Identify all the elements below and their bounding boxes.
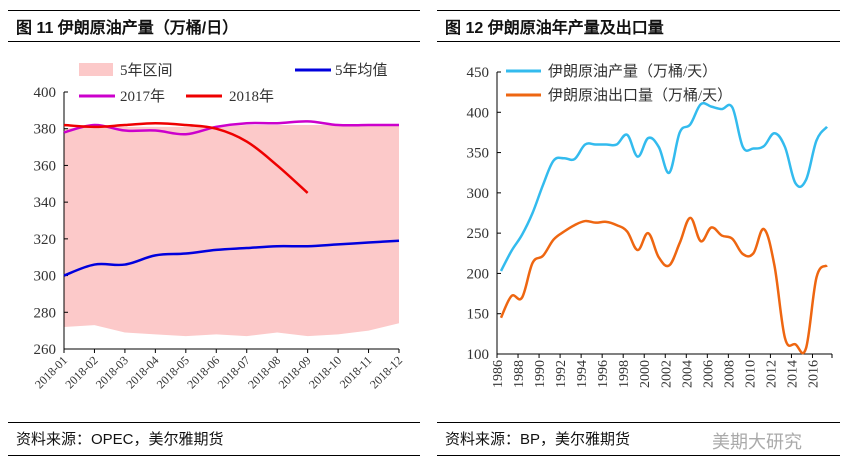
y-tick-label: 100: [467, 347, 490, 363]
y-tick-label: 200: [467, 266, 490, 282]
divider: [8, 41, 420, 42]
y-tick-label: 450: [467, 65, 490, 81]
y-tick-label: 340: [34, 195, 57, 211]
y-tick-label: 400: [467, 105, 490, 121]
x-tick-label: 2018-02: [62, 353, 100, 391]
x-tick-label: 2004: [680, 360, 695, 388]
series-line-2: [63, 121, 309, 194]
divider: [437, 41, 840, 42]
series-line-0: [499, 101, 828, 272]
divider: [8, 455, 420, 456]
x-tick-label: 2018-09: [276, 353, 314, 391]
legend-label: 伊朗原油出口量（万桶/天）: [548, 87, 732, 104]
y-tick-label: 350: [467, 146, 490, 162]
y-tick-label: 260: [34, 342, 57, 358]
left-chart-title: 图 11 伊朗原油产量（万桶/日）: [16, 20, 239, 37]
y-tick-label: 280: [34, 305, 57, 321]
x-tick-label: 2018-10: [306, 353, 344, 391]
x-tick-label: 2002: [659, 360, 674, 388]
x-tick-label: 2018-11: [337, 353, 375, 391]
x-tick-label: 1986: [491, 360, 506, 388]
x-tick-label: 2000: [638, 360, 653, 388]
divider: [437, 10, 840, 11]
legend-label: 5年区间: [120, 62, 173, 79]
x-tick-label: 1996: [596, 360, 611, 388]
divider: [437, 455, 840, 456]
x-tick-label: 2014: [785, 360, 800, 388]
legend-label: 伊朗原油产量（万桶/天）: [548, 63, 717, 80]
x-tick-label: 2010: [743, 360, 758, 388]
legend-label: 2017年: [120, 88, 165, 105]
left-source: 资料来源：OPEC，美尔雅期货: [16, 431, 224, 448]
right-chart-title: 图 12 伊朗原油年产量及出口量: [445, 20, 664, 37]
watermark: 美期大研究: [712, 432, 802, 452]
y-tick-label: 360: [34, 158, 57, 174]
legend-label: 5年均值: [335, 62, 388, 79]
legend-swatch-band: [79, 63, 113, 76]
divider: [437, 422, 840, 423]
series-line-1: [499, 216, 828, 355]
y-tick-label: 300: [467, 186, 490, 202]
series-line-0: [63, 239, 400, 277]
x-tick-label: 2018-06: [184, 353, 222, 391]
x-tick-label: 2008: [722, 360, 737, 388]
x-tick-label: 1992: [554, 360, 569, 388]
x-tick-label: 2018-03: [93, 353, 131, 391]
y-tick-label: 320: [34, 232, 57, 248]
y-tick-label: 150: [467, 307, 490, 323]
x-tick-label: 2018-04: [123, 353, 161, 391]
x-tick-label: 2012: [764, 360, 779, 388]
x-tick-label: 2018-01: [32, 353, 70, 391]
x-tick-label: 2016: [806, 360, 821, 388]
legend-label: 2018年: [229, 88, 274, 105]
y-tick-label: 380: [34, 122, 57, 138]
x-tick-label: 1994: [575, 360, 590, 388]
x-tick-label: 1998: [617, 360, 632, 388]
x-tick-label: 2018-07: [215, 353, 253, 391]
series-line-1: [63, 120, 399, 136]
x-tick-label: 1990: [533, 360, 548, 388]
divider: [8, 422, 420, 423]
y-tick-label: 400: [34, 85, 57, 101]
y-tick-label: 300: [34, 269, 57, 285]
x-tick-label: 2018-12: [367, 353, 405, 391]
x-tick-label: 2006: [701, 360, 716, 388]
right-source: 资料来源：BP，美尔雅期货: [445, 431, 631, 448]
x-tick-label: 2018-08: [245, 353, 283, 391]
band-5yr-range: [64, 125, 399, 337]
y-tick-label: 250: [467, 226, 490, 242]
x-tick-label: 1988: [512, 360, 527, 388]
divider: [8, 10, 420, 11]
x-tick-label: 2018-05: [154, 353, 192, 391]
